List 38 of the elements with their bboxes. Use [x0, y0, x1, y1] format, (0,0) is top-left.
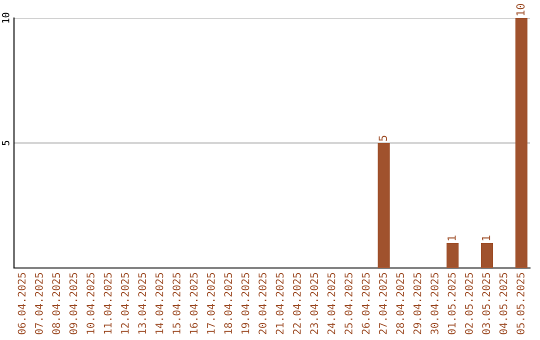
x-tick-label: 05.05.2025: [516, 273, 524, 334]
data-label: 1: [448, 236, 456, 240]
data-label: 5: [378, 136, 388, 141]
x-tick-label: 09.04.2025: [69, 273, 78, 334]
x-tick-label: 01.05.2025: [448, 273, 456, 334]
x-tick-label: 14.04.2025: [155, 273, 164, 334]
x-tick-label: 06.04.2025: [18, 273, 26, 334]
x-tick-label: 22.04.2025: [292, 273, 301, 334]
data-label: 1: [482, 236, 490, 240]
x-tick-label: 16.04.2025: [190, 273, 198, 334]
x-tick-label: 08.04.2025: [52, 273, 60, 334]
x-tick-label: 20.04.2025: [258, 273, 266, 334]
x-tick-label: 15.04.2025: [172, 273, 180, 334]
bar: [515, 18, 528, 268]
x-tick-label: 17.04.2025: [206, 273, 215, 334]
bar: [446, 243, 459, 268]
x-tick-label: 25.04.2025: [344, 273, 352, 334]
x-tick-label: 24.04.2025: [327, 273, 336, 334]
x-tick-label: 02.05.2025: [464, 273, 473, 334]
x-tick-label: 03.05.2025: [482, 273, 490, 334]
bar: [378, 143, 390, 268]
bar: [480, 243, 494, 268]
x-tick-label: 21.04.2025: [276, 273, 284, 334]
x-tick-label: 04.05.2025: [499, 273, 508, 334]
x-tick-label: 19.04.2025: [241, 273, 250, 334]
x-tick-label: 28.04.2025: [396, 273, 404, 334]
x-tick-label: 12.04.2025: [120, 273, 129, 334]
x-tick-label: 10.04.2025: [86, 273, 94, 334]
x-tick-label: 11.04.2025: [104, 273, 112, 334]
x-tick-label: 18.04.2025: [224, 273, 232, 334]
x-tick-label: 07.04.2025: [34, 273, 43, 334]
x-tick-label: 13.04.2025: [138, 273, 146, 334]
data-label: 10: [516, 4, 525, 16]
x-tick-label: 30.04.2025: [430, 273, 438, 334]
x-tick-label: 23.04.2025: [310, 273, 318, 334]
x-tick-label: 26.04.2025: [362, 273, 370, 334]
x-tick-label: 27.04.2025: [378, 273, 387, 334]
x-tick-label: 29.04.2025: [413, 273, 422, 334]
